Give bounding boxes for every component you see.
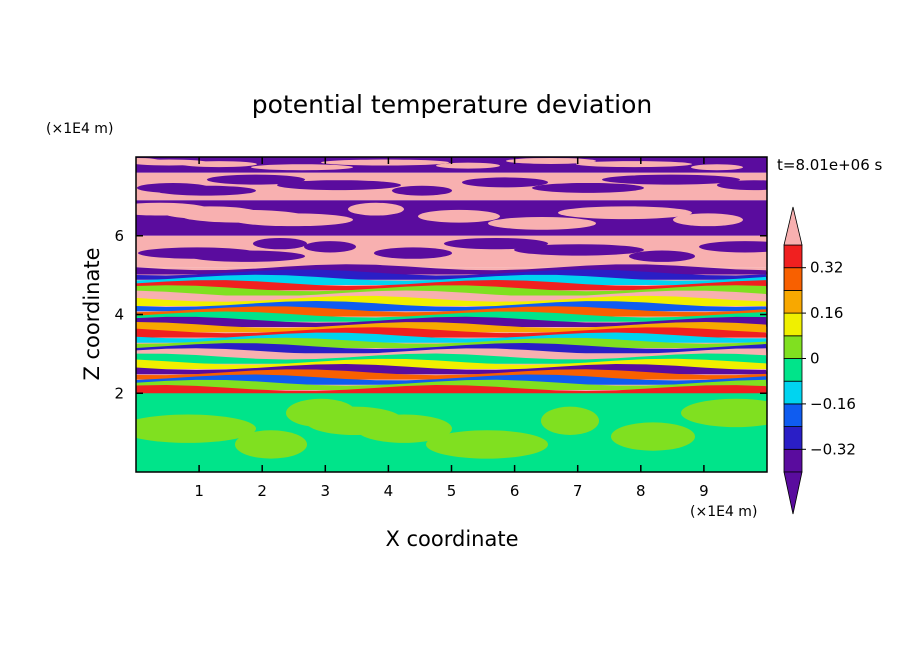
- time-label: t=8.01e+06 s: [777, 156, 883, 174]
- colorbar-segment: [783, 403, 803, 427]
- field-streak: [136, 316, 767, 327]
- x-tick-label: 5: [447, 482, 457, 500]
- field-patch: [136, 414, 256, 443]
- colorbar-segment: [783, 335, 803, 359]
- field-patch: [426, 430, 548, 459]
- field-patch: [462, 177, 548, 188]
- y-tick-label: 2: [114, 384, 124, 402]
- colorbar-extend-top: [783, 206, 803, 246]
- field-patch: [136, 159, 208, 166]
- chart-title: potential temperature deviation: [252, 90, 652, 119]
- field-patch: [156, 185, 256, 196]
- field-patch: [235, 430, 307, 459]
- colorbar-segment: [783, 289, 803, 314]
- field-streak: [136, 374, 767, 385]
- field-patch: [304, 241, 356, 253]
- x-tick-label: 7: [573, 482, 583, 500]
- x-unit-label: (×1E4 m): [690, 504, 757, 520]
- field-patch: [488, 216, 596, 230]
- colorbar-label: −0.16: [810, 395, 856, 413]
- field-patch: [321, 159, 449, 166]
- field-patch: [418, 209, 500, 223]
- y-tick-label: 6: [114, 227, 124, 245]
- colorbar-label: 0: [810, 350, 820, 368]
- colorbar: −0.32 −0.16 0 0.16 0.32: [783, 206, 856, 515]
- field-patch: [305, 406, 403, 435]
- field-patch: [136, 202, 208, 216]
- x-axis-label: X coordinate: [385, 527, 518, 551]
- colorbar-segment: [783, 448, 803, 473]
- field-patch: [374, 247, 452, 259]
- colorbar-segment: [783, 267, 803, 291]
- field-patch: [392, 185, 452, 196]
- field-streak: [136, 385, 767, 396]
- field-patch: [444, 237, 548, 250]
- field-patch: [277, 180, 401, 191]
- colorbar-segment: [783, 244, 803, 269]
- colorbar-label: 0.32: [810, 259, 843, 277]
- field-streak: [136, 285, 767, 296]
- field-patch: [576, 161, 692, 168]
- field-patch: [717, 180, 767, 191]
- x-tick-label: 3: [321, 482, 331, 500]
- field-patch: [611, 422, 695, 451]
- field-streak: [136, 379, 767, 390]
- field-streak: [136, 306, 767, 317]
- field-streak: [136, 343, 767, 354]
- field-patch: [699, 241, 767, 253]
- field-patch: [251, 164, 353, 171]
- x-tick-label: 6: [510, 482, 520, 500]
- colorbar-segment: [783, 380, 803, 405]
- field-patch: [514, 244, 644, 256]
- field-patch: [207, 174, 305, 185]
- field-patch: [348, 202, 404, 216]
- colorbar-segment: [783, 426, 803, 450]
- field-patch: [541, 406, 599, 435]
- colorbar-label: 0.16: [810, 304, 843, 322]
- field-patch: [138, 247, 256, 259]
- x-tick-label: 2: [257, 482, 267, 500]
- field-patch: [629, 250, 695, 262]
- x-tick-label: 9: [699, 482, 709, 500]
- field-patch: [506, 157, 596, 164]
- field-patch: [558, 206, 692, 220]
- field-streak: [136, 348, 767, 359]
- x-tick-label: 4: [384, 482, 394, 500]
- colorbar-segment: [783, 358, 803, 382]
- x-axis: 1 2 3 4 5 6 7 8 9: [194, 157, 709, 500]
- field-patch: [436, 162, 500, 169]
- field-streak: [136, 274, 767, 285]
- y-axis-label: Z coordinate: [80, 247, 104, 380]
- field-streak: [136, 280, 767, 291]
- x-tick-label: 8: [636, 482, 646, 500]
- colorbar-extend-bottom: [783, 471, 803, 515]
- field-patch: [673, 213, 743, 227]
- colorbar-label: −0.32: [810, 440, 856, 458]
- heatmap-plot-area: [136, 157, 767, 472]
- field-patch: [691, 164, 743, 171]
- field-patch: [532, 182, 644, 193]
- field-patch: [182, 209, 304, 223]
- field-patch: [253, 237, 307, 250]
- y-tick-label: 4: [114, 306, 124, 324]
- y-axis: 2 4 6: [114, 227, 767, 402]
- field-patch: [681, 398, 767, 428]
- colorbar-segment: [783, 312, 803, 337]
- field-streak: [136, 311, 767, 322]
- x-tick-label: 1: [194, 482, 204, 500]
- y-unit-label: (×1E4 m): [46, 121, 113, 137]
- field-patch: [602, 174, 740, 185]
